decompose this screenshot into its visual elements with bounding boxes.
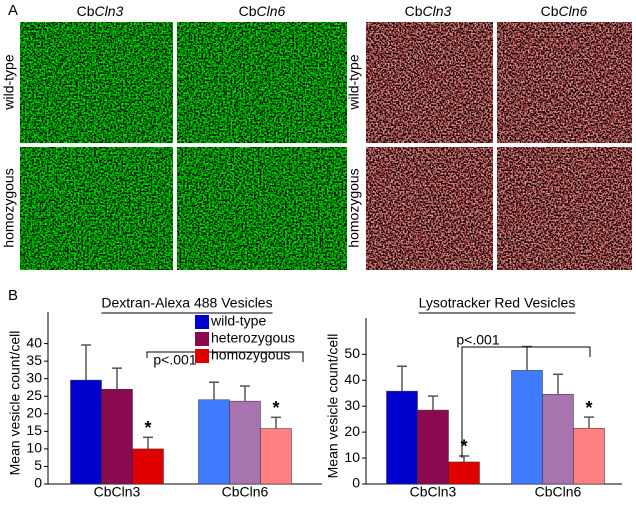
y-tick-label: 30 — [344, 397, 360, 413]
label-prefix: Cb — [77, 3, 95, 19]
micrograph — [20, 22, 173, 143]
bar — [260, 428, 292, 485]
micrographs — [20, 22, 632, 270]
micrograph — [497, 22, 632, 143]
y-axis-label: Mean vesicle count/cell — [7, 331, 23, 476]
column-label: CbCln3 — [77, 3, 124, 19]
y-tick-label: 0 — [34, 475, 42, 491]
y-tick-label: 25 — [26, 387, 42, 403]
label-prefix: Cb — [239, 3, 257, 19]
bar — [198, 399, 230, 485]
y-tick-label: 5 — [34, 457, 42, 473]
label-prefix: Cb — [405, 3, 423, 19]
y-tick-label: 20 — [344, 423, 360, 439]
row-label: wild-type — [346, 54, 362, 110]
y-tick-label: 30 — [26, 369, 42, 385]
y-tick-label: 0 — [352, 475, 360, 491]
y-tick-label: 10 — [26, 440, 42, 456]
legend-swatch — [195, 349, 209, 363]
significance-marker: * — [272, 398, 279, 418]
significance-marker: * — [460, 437, 467, 457]
bar — [101, 388, 133, 485]
bar — [132, 448, 164, 485]
significance-bracket — [146, 351, 304, 362]
bar — [229, 400, 261, 485]
legend-label: wild-type — [210, 313, 266, 329]
y-tick-label: 20 — [26, 404, 42, 420]
bar — [511, 370, 543, 485]
legend-swatch — [195, 332, 209, 346]
x-tick-label: CbCln3 — [94, 484, 141, 500]
chart-title: Dextran-Alexa 488 Vesicles — [101, 295, 272, 311]
micrograph — [20, 147, 173, 270]
micrograph — [177, 147, 347, 270]
micrograph — [497, 147, 632, 270]
significance-bracket — [461, 346, 591, 458]
annotation: p<.001 — [153, 352, 196, 368]
bar — [417, 409, 449, 485]
micrograph — [366, 147, 493, 270]
annotation: p<.001 — [456, 332, 499, 348]
column-label: CbCln6 — [541, 3, 588, 19]
label-prefix: Cb — [541, 3, 559, 19]
column-label: CbCln3 — [405, 3, 452, 19]
chart-title: Lysotracker Red Vesicles — [419, 295, 576, 311]
legend-label: heterozygous — [211, 330, 295, 346]
panel-label: B — [8, 287, 18, 304]
bar — [70, 379, 102, 485]
row-label: wild-type — [1, 54, 17, 110]
y-tick-label: 40 — [26, 334, 42, 350]
column-label: CbCln6 — [239, 3, 286, 19]
label-gene: Cln3 — [423, 3, 452, 19]
y-tick-label: 10 — [344, 449, 360, 465]
panel-label: A — [8, 2, 18, 19]
row-label: homozygous — [1, 168, 17, 247]
bar — [448, 461, 480, 485]
x-tick-label: CbCln6 — [222, 484, 269, 500]
x-tick-label: CbCln3 — [410, 484, 457, 500]
y-tick-label: 50 — [344, 345, 360, 361]
legend-label: homozygous — [211, 347, 290, 363]
legend-swatch — [195, 315, 209, 329]
row-label: homozygous — [346, 168, 362, 247]
y-tick-label: 35 — [26, 352, 42, 368]
y-tick-label: 40 — [344, 371, 360, 387]
x-tick-label: CbCln6 — [535, 484, 582, 500]
micrograph — [177, 22, 347, 143]
label-gene: Cln6 — [257, 3, 286, 19]
bar — [573, 427, 605, 485]
bar — [542, 394, 574, 485]
label-gene: Cln6 — [559, 3, 588, 19]
bar — [386, 390, 418, 485]
significance-marker: * — [144, 418, 151, 438]
micrograph — [366, 22, 493, 143]
y-tick-label: 15 — [26, 422, 42, 438]
significance-marker: * — [585, 398, 592, 418]
label-gene: Cln3 — [95, 3, 124, 19]
y-axis-label: Mean vesicle count/cell — [325, 334, 341, 479]
